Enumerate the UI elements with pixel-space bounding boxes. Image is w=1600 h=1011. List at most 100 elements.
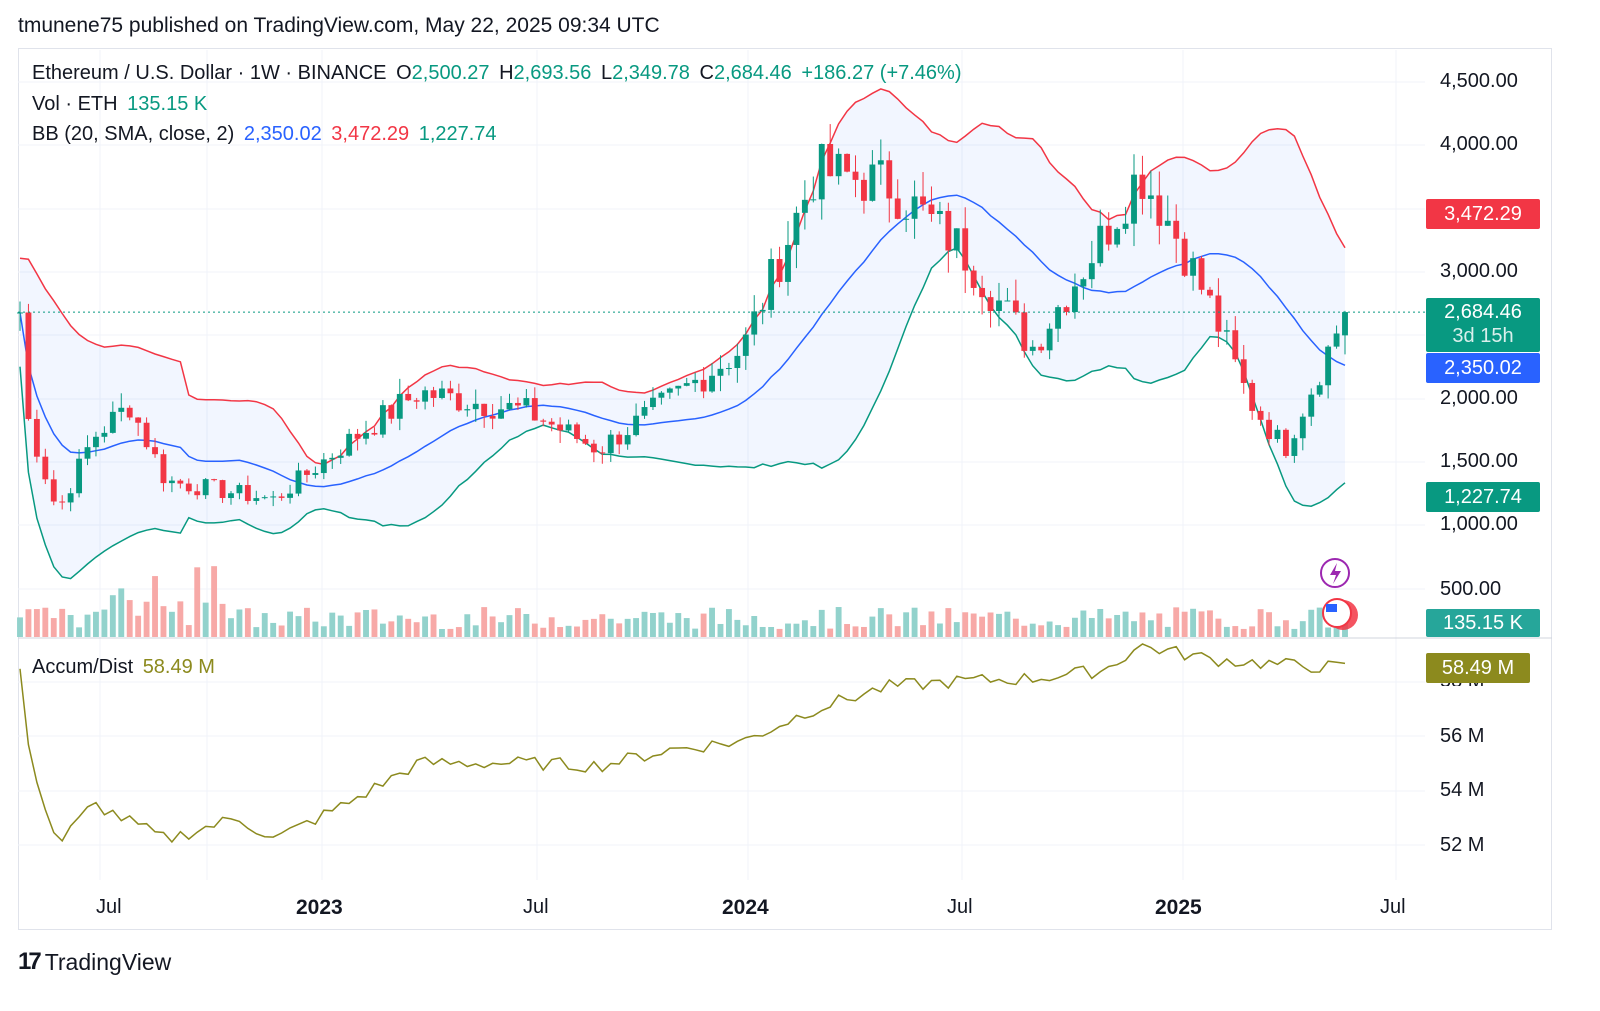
volume-bar bbox=[793, 623, 800, 637]
candle-body bbox=[835, 153, 842, 177]
candle-body bbox=[818, 144, 825, 200]
candle-body bbox=[1333, 333, 1340, 347]
volume-bar bbox=[219, 603, 226, 637]
volume-bar bbox=[700, 613, 707, 637]
accum-dist-value: 58.49 M bbox=[142, 656, 215, 678]
volume-bar bbox=[1139, 612, 1146, 637]
volume-bar bbox=[709, 607, 715, 637]
candle-body bbox=[455, 393, 462, 411]
time-axis-label: 2024 bbox=[722, 896, 769, 919]
symbol-legend[interactable]: Ethereum / U.S. Dollar · 1W · BINANCE O2… bbox=[32, 62, 966, 85]
bollinger-legend[interactable]: BB (20, SMA, close, 2) 2,350.02 3,472.29… bbox=[32, 123, 501, 146]
candle-body bbox=[582, 438, 589, 444]
candle-body bbox=[363, 432, 369, 439]
candle-body bbox=[439, 388, 445, 398]
candle-body bbox=[1282, 429, 1289, 456]
candle-body bbox=[903, 218, 910, 220]
candle-body bbox=[624, 435, 631, 445]
us-flag-icon bbox=[1326, 604, 1337, 612]
tradingview-brand: TradingView bbox=[44, 948, 172, 975]
volume-bar bbox=[101, 609, 108, 637]
volume-bar bbox=[616, 623, 623, 637]
time-axis-label: 2023 bbox=[296, 896, 343, 919]
candle-body bbox=[447, 388, 454, 394]
volume-bar bbox=[396, 615, 403, 637]
candle-body bbox=[894, 198, 901, 219]
open-value: 2,500.27 bbox=[411, 62, 490, 84]
volume-bar bbox=[464, 614, 471, 637]
volume-bar bbox=[953, 622, 960, 637]
volume-bar bbox=[1274, 626, 1281, 637]
candle-body bbox=[1266, 419, 1272, 440]
volume-bar bbox=[852, 626, 859, 637]
volume-bar bbox=[810, 626, 817, 637]
candle-body bbox=[244, 485, 251, 501]
volume-bar bbox=[987, 612, 994, 637]
candle-body bbox=[320, 459, 327, 474]
candle-body bbox=[1097, 225, 1104, 264]
accum-dist-tag: 58.49 M bbox=[1426, 653, 1530, 683]
low-value: 2,349.78 bbox=[612, 62, 690, 84]
candle-body bbox=[379, 405, 386, 435]
candle-body bbox=[751, 311, 758, 335]
volume-bar bbox=[751, 616, 758, 637]
candle-body bbox=[599, 452, 606, 454]
volume-bar bbox=[1046, 621, 1053, 637]
volume-bar bbox=[1029, 623, 1036, 637]
volume-bar bbox=[455, 627, 462, 637]
volume-bar bbox=[869, 616, 876, 637]
volume-bar bbox=[1266, 612, 1272, 637]
volume-bar bbox=[1249, 626, 1256, 637]
ad-axis-label: 54 M bbox=[1440, 779, 1485, 801]
volume-bar bbox=[633, 618, 640, 637]
candle-body bbox=[278, 496, 285, 498]
volume-bar bbox=[1088, 617, 1095, 637]
candle-body bbox=[734, 355, 741, 369]
candle-body bbox=[861, 179, 867, 201]
candle-body bbox=[650, 397, 656, 408]
volume-bar bbox=[1122, 611, 1129, 637]
chart-frame[interactable] bbox=[18, 48, 1552, 930]
volume-bar bbox=[624, 618, 631, 637]
time-axis-label: Jul bbox=[96, 896, 122, 918]
volume-bar bbox=[675, 613, 682, 637]
candle-body bbox=[970, 270, 977, 288]
volume-legend[interactable]: Vol · ETH 135.15 K bbox=[32, 93, 211, 116]
volume-bar bbox=[329, 612, 336, 637]
volume-bar bbox=[945, 608, 952, 637]
time-axis-label: 2025 bbox=[1155, 896, 1202, 919]
candle-body bbox=[354, 433, 361, 439]
candle-body bbox=[633, 415, 640, 436]
volume-bar bbox=[590, 618, 597, 637]
candle-body bbox=[675, 385, 682, 389]
volume-bar bbox=[548, 617, 555, 637]
accum-dist-legend[interactable]: Accum/Dist 58.49 M bbox=[32, 656, 219, 679]
volume-bar bbox=[50, 618, 57, 637]
volume-bar bbox=[67, 615, 74, 637]
volume-bar bbox=[742, 625, 749, 637]
candle-body bbox=[641, 407, 648, 416]
volume-bar bbox=[270, 622, 277, 637]
candle-body bbox=[936, 210, 943, 215]
candle-body bbox=[709, 375, 715, 392]
symbol-title[interactable]: Ethereum / U.S. Dollar · 1W · BINANCE bbox=[32, 62, 387, 84]
volume-bar bbox=[363, 609, 369, 637]
tradingview-logo[interactable]: 17 TradingView bbox=[18, 948, 171, 976]
volume-bar bbox=[979, 616, 986, 637]
volume-bar bbox=[936, 623, 943, 637]
candle-body bbox=[607, 434, 614, 454]
candle-body bbox=[996, 300, 1002, 311]
candle-body bbox=[776, 259, 783, 282]
candle-body bbox=[827, 144, 834, 177]
volume-bar bbox=[861, 626, 867, 637]
candle-body bbox=[987, 297, 994, 311]
volume-bar bbox=[84, 614, 91, 637]
volume-bar bbox=[42, 607, 49, 637]
price-axis-label: 500.00 bbox=[1440, 578, 1502, 600]
candle-body bbox=[852, 171, 859, 180]
candle-body bbox=[953, 228, 960, 251]
candle-body bbox=[1088, 263, 1095, 280]
volume-bar bbox=[1012, 618, 1019, 637]
candle-body bbox=[928, 204, 935, 215]
